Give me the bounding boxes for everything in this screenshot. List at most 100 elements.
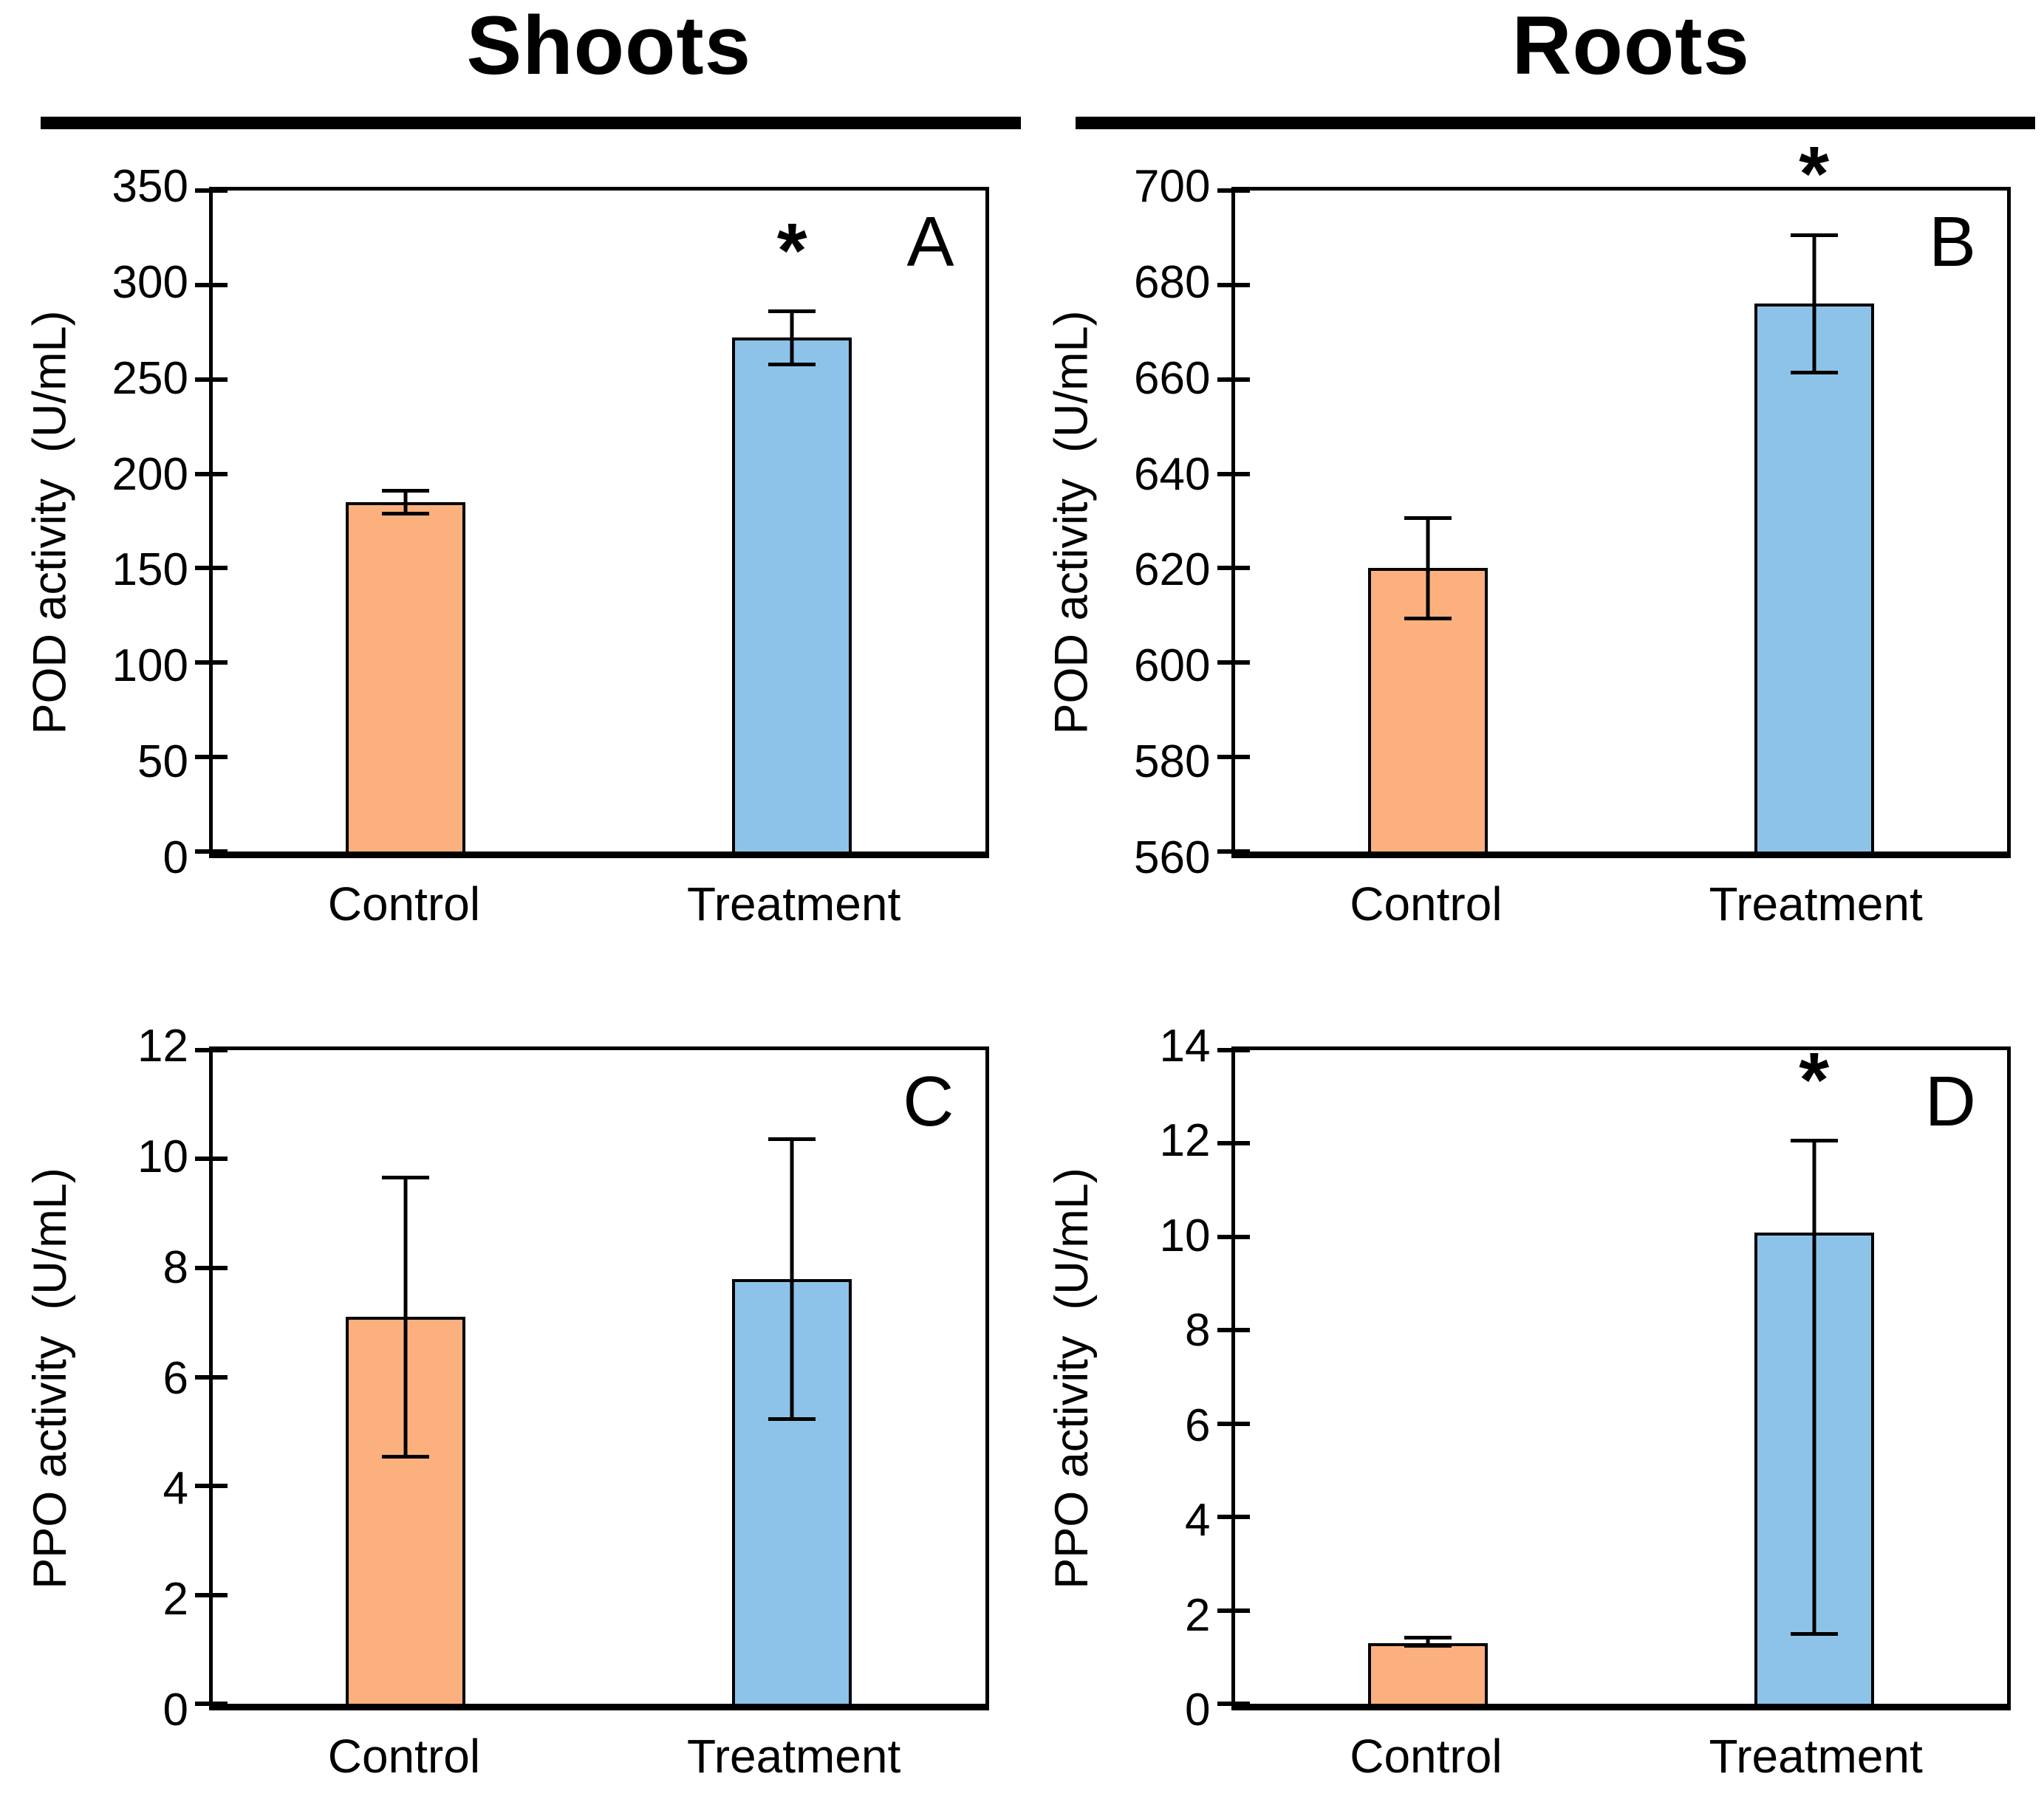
error-bar: [768, 1137, 816, 1421]
error-bar-cap-top: [1404, 1636, 1452, 1640]
y-tick-label: 200: [112, 448, 188, 500]
y-tick-mark: [195, 660, 228, 665]
y-tick-label: 100: [112, 640, 188, 692]
y-tick-mark: [195, 1265, 228, 1270]
y-tick-mark: [195, 471, 228, 476]
error-bar: [1790, 1139, 1838, 1637]
plot-area: C: [195, 1046, 989, 1710]
significance-asterisk: *: [1799, 1036, 1830, 1123]
panel-letter: D: [1924, 1062, 1976, 1141]
y-tick-label: 0: [1185, 1685, 1211, 1736]
bar-treatment: [1754, 304, 1874, 852]
y-axis-title: PPO activity (U/mL): [24, 1168, 76, 1589]
y-tick-mark: [1217, 471, 1250, 476]
plot-area: D *: [1217, 1036, 2011, 1710]
y-tick-label: 6: [163, 1352, 188, 1404]
x-labels: Control Treatment: [1231, 858, 2011, 958]
header-rule-right: [1075, 117, 2035, 129]
y-axis-title: PPO activity (U/mL): [1046, 1168, 1098, 1589]
y-tick-label: 6: [1185, 1399, 1211, 1451]
y-tick-mark: [1217, 849, 1250, 854]
column-title-shoots: Shoots: [466, 0, 752, 92]
y-tick-mark: [195, 1048, 228, 1052]
y-axis-title-cell: PPO activity (U/mL): [13, 1046, 87, 1710]
y-tick-label: 150: [112, 544, 188, 596]
column-title-roots: Roots: [1511, 0, 1750, 92]
error-bar-cap-top: [1790, 1139, 1838, 1143]
x-category-label: Treatment: [686, 1730, 901, 1783]
panel-grid: POD activity (U/mL) 0 50 100 150 200 250 300 35…: [0, 135, 2044, 1816]
header-rule-left: [41, 117, 1021, 129]
y-tick-mark: [195, 849, 228, 854]
y-tick-label: 0: [163, 1685, 188, 1736]
error-bar: [1790, 233, 1838, 375]
error-bar-line: [790, 1137, 794, 1421]
x-category-label: Treatment: [1709, 1730, 1923, 1783]
y-tick-label: 350: [112, 161, 188, 212]
x-category-label: Control: [327, 877, 481, 931]
y-tick-mark: [195, 1374, 228, 1380]
y-tick-mark: [195, 188, 228, 193]
error-bar-cap-bottom: [768, 362, 816, 366]
y-tick-mark: [195, 282, 228, 287]
column-header-roots: Roots: [1022, 0, 2044, 137]
error-bar-cap-bottom: [382, 1455, 430, 1459]
y-ticks: 0 2 4 6 8 10 12: [87, 1024, 209, 1733]
figure-header: Shoots Roots: [0, 0, 2044, 137]
y-tick-mark: [1217, 660, 1250, 665]
y-tick-mark: [1217, 755, 1250, 760]
x-category-label: Control: [1350, 1730, 1503, 1783]
x-category-label: Treatment: [1709, 877, 1923, 931]
y-tick-mark: [1217, 1702, 1250, 1706]
error-bar-cap-top: [382, 489, 430, 493]
error-bar-cap-bottom: [768, 1416, 816, 1421]
y-tick-mark: [1217, 1328, 1250, 1333]
y-tick-label: 12: [137, 1021, 188, 1072]
y-tick-mark: [195, 1483, 228, 1488]
y-axis-title-cell: POD activity (U/mL): [1036, 187, 1110, 858]
x-labels: Control Treatment: [209, 1710, 989, 1810]
y-tick-label: 12: [1159, 1115, 1211, 1167]
y-tick-mark: [1217, 377, 1250, 382]
y-tick-label: 10: [1159, 1210, 1211, 1261]
bar-control: [1367, 1642, 1488, 1704]
y-ticks: 0 50 100 150 200 250 300 350: [87, 164, 209, 881]
y-tick-label: 620: [1134, 544, 1211, 596]
y-axis-title-cell: PPO activity (U/mL): [1036, 1046, 1110, 1710]
y-tick-mark: [195, 755, 228, 760]
panel-letter: B: [1928, 202, 1976, 281]
significance-asterisk: *: [776, 207, 807, 294]
y-ticks: 0 2 4 6 8 10 12 14: [1110, 1024, 1231, 1733]
error-bar-cap-top: [382, 1175, 430, 1179]
error-bar-cap-top: [768, 309, 816, 314]
y-tick-label: 600: [1134, 640, 1211, 692]
panel-letter: A: [906, 202, 954, 281]
x-category-label: Treatment: [686, 877, 901, 931]
panel-d: PPO activity (U/mL) 0 2 4 6 8 10 12 14 D * Cont…: [1022, 964, 2044, 1816]
y-tick-mark: [1217, 1515, 1250, 1520]
plot-area: B *: [1217, 135, 2011, 858]
error-bar: [382, 489, 430, 515]
error-bar-line: [1426, 516, 1430, 620]
error-bar-line: [1426, 1636, 1430, 1648]
y-tick-mark: [1217, 282, 1250, 287]
y-tick-label: 8: [1185, 1305, 1211, 1357]
y-axis-title: POD activity (U/mL): [1046, 310, 1098, 735]
significance-asterisk: *: [1799, 130, 1830, 217]
y-tick-label: 0: [163, 832, 188, 883]
y-tick-label: 4: [1185, 1495, 1211, 1546]
error-bar-line: [403, 1175, 408, 1459]
error-bar-cap-bottom: [1790, 371, 1838, 375]
column-header-shoots: Shoots: [0, 0, 1022, 137]
panel-a: POD activity (U/mL) 0 50 100 150 200 250 300 35…: [0, 137, 1022, 964]
x-labels: Control Treatment: [1231, 1710, 2011, 1810]
y-ticks: 560 580 600 620 640 660 680 700: [1110, 164, 1231, 881]
panel-letter: C: [903, 1062, 954, 1141]
bar-treatment: [732, 337, 852, 852]
y-tick-mark: [195, 1702, 228, 1706]
error-bar-cap-bottom: [1790, 1632, 1838, 1637]
y-tick-label: 680: [1134, 256, 1211, 308]
y-tick-label: 250: [112, 352, 188, 404]
y-tick-mark: [195, 1592, 228, 1597]
